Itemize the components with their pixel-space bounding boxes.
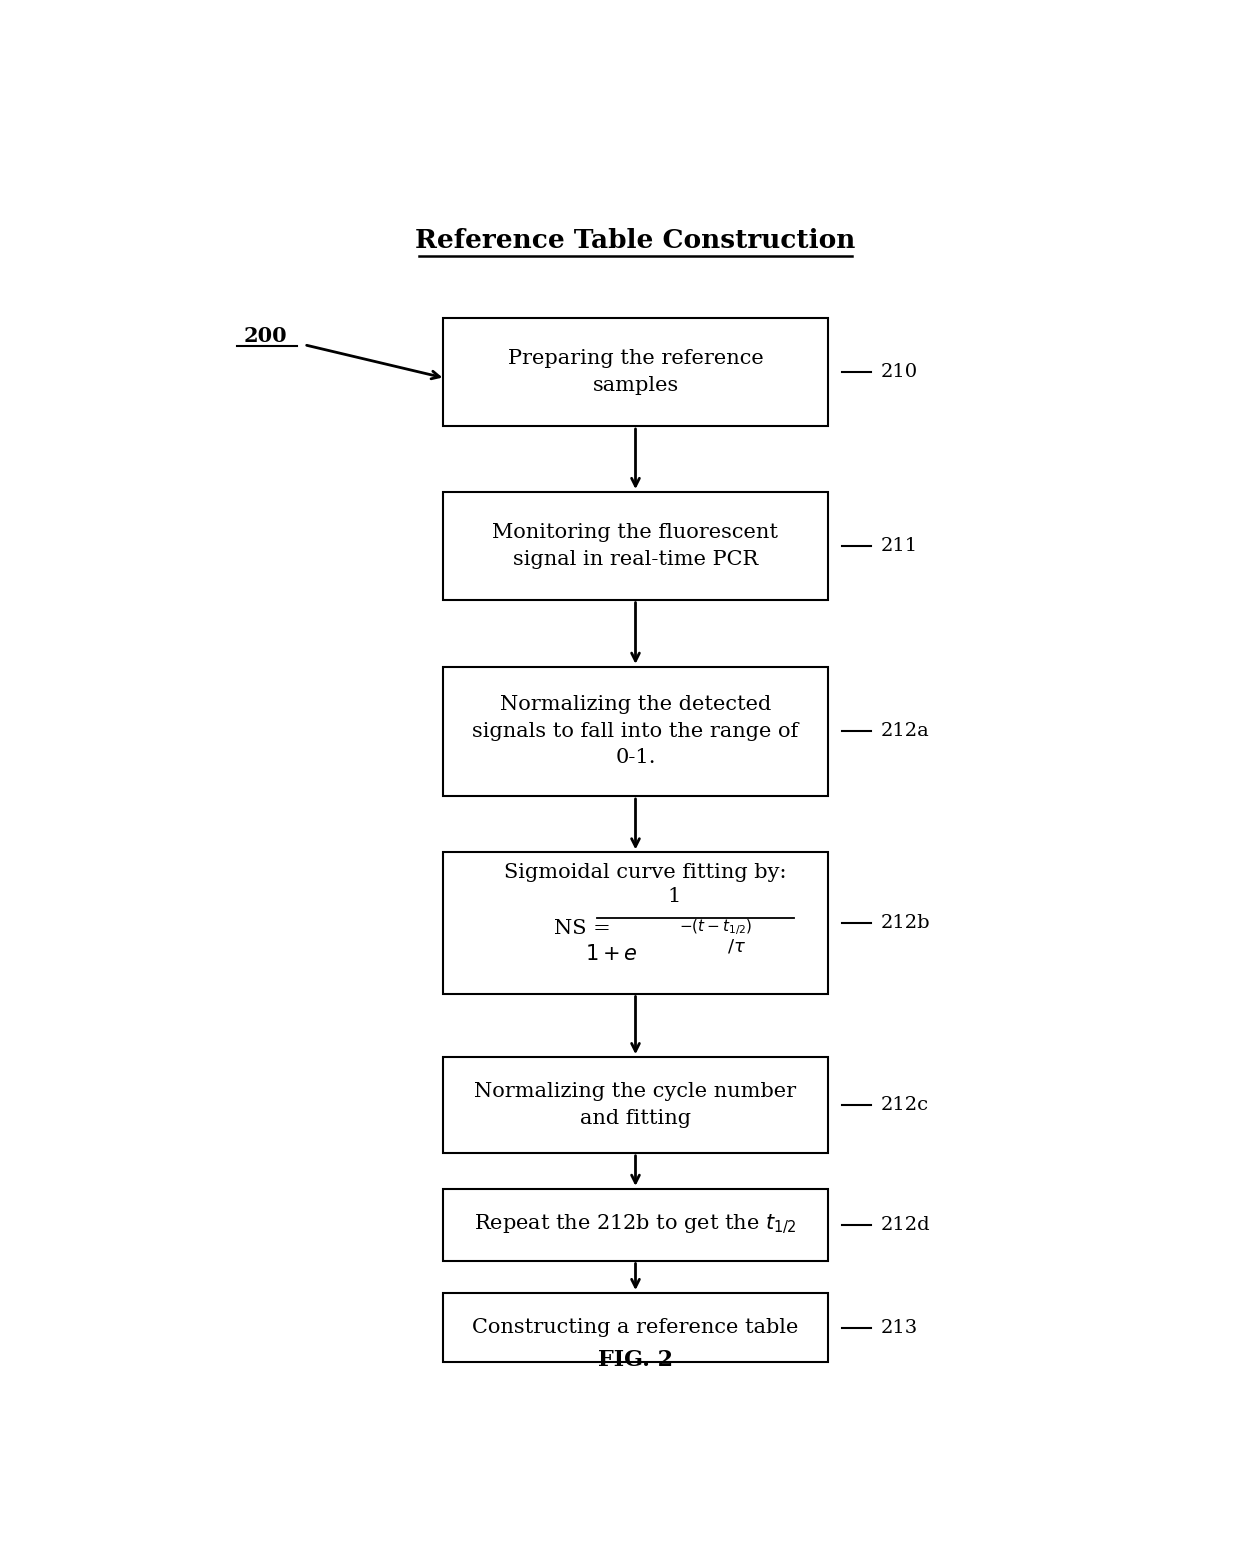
Text: 200: 200 bbox=[244, 327, 288, 347]
Text: 1: 1 bbox=[667, 888, 681, 907]
FancyBboxPatch shape bbox=[444, 1292, 828, 1362]
Text: $/\tau$: $/\tau$ bbox=[727, 938, 745, 956]
Text: Normalizing the detected
signals to fall into the range of
0-1.: Normalizing the detected signals to fall… bbox=[472, 695, 799, 768]
FancyBboxPatch shape bbox=[444, 1057, 828, 1152]
Text: $1 + e$: $1 + e$ bbox=[585, 944, 637, 964]
Text: 213: 213 bbox=[880, 1319, 918, 1337]
Text: $-(t-t_{1/2})$: $-(t-t_{1/2})$ bbox=[678, 916, 751, 936]
Text: Sigmoidal curve fitting by:: Sigmoidal curve fitting by: bbox=[503, 863, 786, 882]
Text: Preparing the reference
samples: Preparing the reference samples bbox=[507, 350, 764, 395]
FancyBboxPatch shape bbox=[444, 852, 828, 994]
Text: Monitoring the fluorescent
signal in real-time PCR: Monitoring the fluorescent signal in rea… bbox=[492, 522, 779, 569]
Text: 212b: 212b bbox=[880, 914, 930, 931]
Text: Repeat the 212b to get the $t_{1/2}$: Repeat the 212b to get the $t_{1/2}$ bbox=[474, 1213, 797, 1236]
FancyBboxPatch shape bbox=[444, 667, 828, 796]
FancyBboxPatch shape bbox=[444, 319, 828, 426]
Text: 212a: 212a bbox=[880, 723, 929, 740]
Text: NS =: NS = bbox=[554, 919, 610, 939]
FancyBboxPatch shape bbox=[444, 491, 828, 600]
Text: 212d: 212d bbox=[880, 1216, 930, 1233]
Text: 211: 211 bbox=[880, 536, 918, 555]
Text: Reference Table Construction: Reference Table Construction bbox=[415, 229, 856, 253]
Text: Constructing a reference table: Constructing a reference table bbox=[472, 1319, 799, 1337]
FancyBboxPatch shape bbox=[444, 1188, 828, 1261]
Text: 212c: 212c bbox=[880, 1096, 929, 1113]
Text: FIG. 2: FIG. 2 bbox=[598, 1350, 673, 1372]
Text: Normalizing the cycle number
and fitting: Normalizing the cycle number and fitting bbox=[475, 1082, 796, 1127]
Text: 210: 210 bbox=[880, 364, 918, 381]
